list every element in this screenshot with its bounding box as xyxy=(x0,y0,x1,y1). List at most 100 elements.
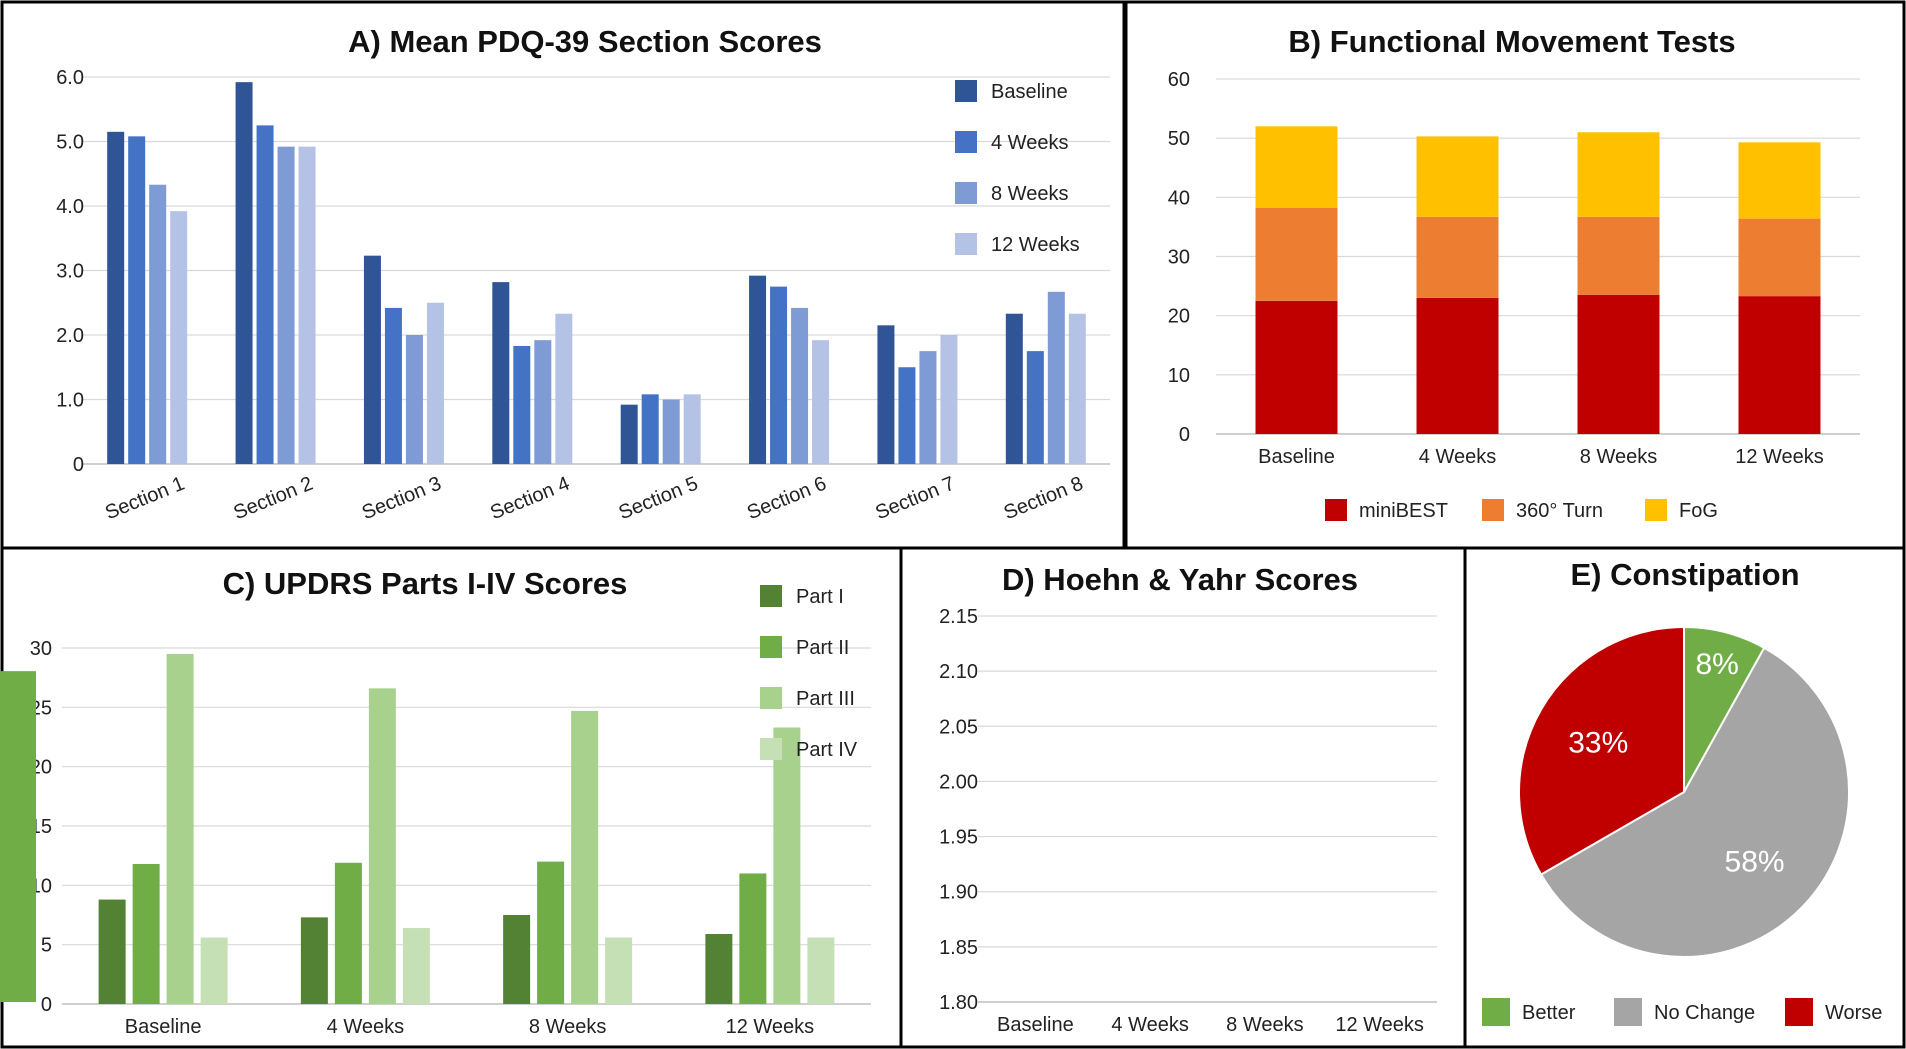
bar-8-weeks-section-3 xyxy=(405,335,423,464)
bar-fog-4-weeks xyxy=(1416,136,1499,217)
x-tick-section-2: Section 2 xyxy=(231,473,317,525)
panel-a-y-tick: 3.0 xyxy=(56,261,84,283)
panel-d-y-tick: 1.85 xyxy=(939,937,978,959)
bar-part-iii-4-weeks xyxy=(368,688,396,1004)
bar-8-weeks-section-6 xyxy=(791,307,809,464)
legend-swatch-fog xyxy=(1645,499,1667,521)
bar-4-weeks-section-4 xyxy=(513,345,531,464)
panel-a-y-tick: 2.0 xyxy=(56,325,84,347)
panel-c-updrs: C) UPDRS Parts I-IV Scores 302520151050B… xyxy=(30,566,871,1038)
pie-label-worse: 33% xyxy=(1568,727,1628,760)
legend-swatch-part-iv xyxy=(760,738,782,760)
legend-label-minibest: miniBEST xyxy=(1359,500,1448,522)
bar-12-weeks-section-7 xyxy=(940,335,958,464)
x-tick-12-weeks: 12 Weeks xyxy=(1735,446,1824,468)
x-tick-8-weeks: 8 Weeks xyxy=(1580,446,1657,468)
x-tick-4-weeks: 4 Weeks xyxy=(1111,1014,1188,1036)
x-tick-4-weeks: 4 Weeks xyxy=(327,1016,404,1038)
panel-b-y-tick: 10 xyxy=(1168,365,1190,387)
bar-8-weeks-section-4 xyxy=(534,340,552,464)
legend-swatch-4-weeks xyxy=(955,131,977,153)
panel-d-y-tick: 1.90 xyxy=(939,882,978,904)
panel-b-y-tick: 0 xyxy=(1179,424,1190,446)
panel-a-title: A) Mean PDQ-39 Section Scores xyxy=(348,24,822,59)
panel-d-y-tick: 2.10 xyxy=(939,661,978,683)
x-tick-baseline: Baseline xyxy=(1258,446,1335,468)
bar-360-turn-8-weeks xyxy=(1577,216,1660,295)
bar-hoehn-yahr-12-weeks xyxy=(0,872,36,1002)
x-tick-section-7: Section 7 xyxy=(872,473,958,525)
panel-d-title: D) Hoehn & Yahr Scores xyxy=(1002,562,1358,597)
panel-c-y-tick: 0 xyxy=(41,994,52,1016)
bar-baseline-section-5 xyxy=(620,404,638,464)
legend-label-better: Better xyxy=(1522,1002,1576,1024)
x-tick-baseline: Baseline xyxy=(997,1014,1074,1036)
bar-minibest-8-weeks xyxy=(1577,294,1660,434)
bar-4-weeks-section-6 xyxy=(770,286,788,464)
legend-label-no-change: No Change xyxy=(1654,1002,1755,1024)
bar-part-ii-8-weeks xyxy=(537,861,565,1004)
legend-swatch-worse xyxy=(1785,998,1813,1026)
legend-swatch-12-weeks xyxy=(955,233,977,255)
bar-part-iii-12-weeks xyxy=(773,727,801,1004)
x-tick-section-4: Section 4 xyxy=(487,473,573,525)
legend-label-part-ii: Part II xyxy=(796,637,849,659)
legend-label-worse: Worse xyxy=(1825,1002,1882,1024)
panel-c-y-tick: 5 xyxy=(41,935,52,957)
bar-part-i-12-weeks xyxy=(705,933,733,1004)
legend-label-4-weeks: 4 Weeks xyxy=(991,132,1068,154)
bar-360-turn-baseline xyxy=(1255,207,1338,301)
x-tick-baseline: Baseline xyxy=(125,1016,202,1038)
x-tick-4-weeks: 4 Weeks xyxy=(1419,446,1496,468)
bar-baseline-section-8 xyxy=(1005,313,1023,464)
bar-8-weeks-section-1 xyxy=(149,184,167,464)
bar-8-weeks-section-2 xyxy=(277,146,295,464)
legend-swatch-baseline xyxy=(955,80,977,102)
bar-part-i-8-weeks xyxy=(503,915,531,1004)
bar-fog-12-weeks xyxy=(1738,142,1821,219)
panel-b-functional-movement: B) Functional Movement Tests 60 50 40 30 20 1… xyxy=(1168,24,1860,522)
pie-label-no-change: 58% xyxy=(1725,845,1785,878)
x-tick-12-weeks: 12 Weeks xyxy=(1335,1014,1424,1036)
bar-8-weeks-section-5 xyxy=(662,399,680,464)
legend-swatch-part-iii xyxy=(760,687,782,709)
panel-b-y-tick: 30 xyxy=(1168,247,1190,269)
legend-swatch-no-change xyxy=(1614,998,1642,1026)
x-tick-section-3: Section 3 xyxy=(359,473,445,525)
legend-swatch-360-turn xyxy=(1482,499,1504,521)
x-tick-section-8: Section 8 xyxy=(1001,473,1087,525)
bar-baseline-section-2 xyxy=(235,82,253,464)
bar-4-weeks-section-3 xyxy=(384,307,402,464)
bar-360-turn-4-weeks xyxy=(1416,216,1499,298)
bar-4-weeks-section-2 xyxy=(256,125,274,464)
panel-e-frame xyxy=(1463,546,1906,1049)
bar-part-iii-8-weeks xyxy=(571,710,599,1004)
panel-d-frame xyxy=(899,546,1467,1049)
legend-label-fog: FoG xyxy=(1679,500,1718,522)
bar-4-weeks-section-5 xyxy=(641,394,659,464)
pie-label-better: 8% xyxy=(1695,648,1738,681)
x-tick-section-5: Section 5 xyxy=(616,473,702,525)
bar-baseline-section-7 xyxy=(877,325,895,464)
panel-b-y-tick: 50 xyxy=(1168,128,1190,150)
bar-12-weeks-section-6 xyxy=(812,340,830,464)
bar-360-turn-12-weeks xyxy=(1738,218,1821,297)
panel-b-y-tick: 20 xyxy=(1168,306,1190,328)
legend-label-baseline: Baseline xyxy=(991,81,1068,103)
bar-minibest-baseline xyxy=(1255,300,1338,434)
legend-swatch-8-weeks xyxy=(955,182,977,204)
panel-a-pdq39: A) Mean PDQ-39 Section Scores 6.0 5.0 4.0 3… xyxy=(56,24,1110,524)
panel-a-y-tick: 4.0 xyxy=(56,196,84,218)
bar-12-weeks-section-3 xyxy=(426,302,444,464)
bar-baseline-section-1 xyxy=(107,131,125,464)
x-tick-8-weeks: 8 Weeks xyxy=(529,1016,606,1038)
legend-label-360-turn: 360° Turn xyxy=(1516,500,1603,522)
bar-part-iv-12-weeks xyxy=(807,937,835,1004)
panel-d-y-tick: 1.80 xyxy=(939,992,978,1014)
bar-12-weeks-section-8 xyxy=(1068,313,1086,464)
bar-part-i-baseline xyxy=(98,899,126,1004)
legend-label-part-iii: Part III xyxy=(796,688,855,710)
bar-8-weeks-section-8 xyxy=(1047,291,1065,464)
bar-part-ii-4-weeks xyxy=(334,862,362,1004)
legend-label-12-weeks: 12 Weeks xyxy=(991,234,1080,256)
